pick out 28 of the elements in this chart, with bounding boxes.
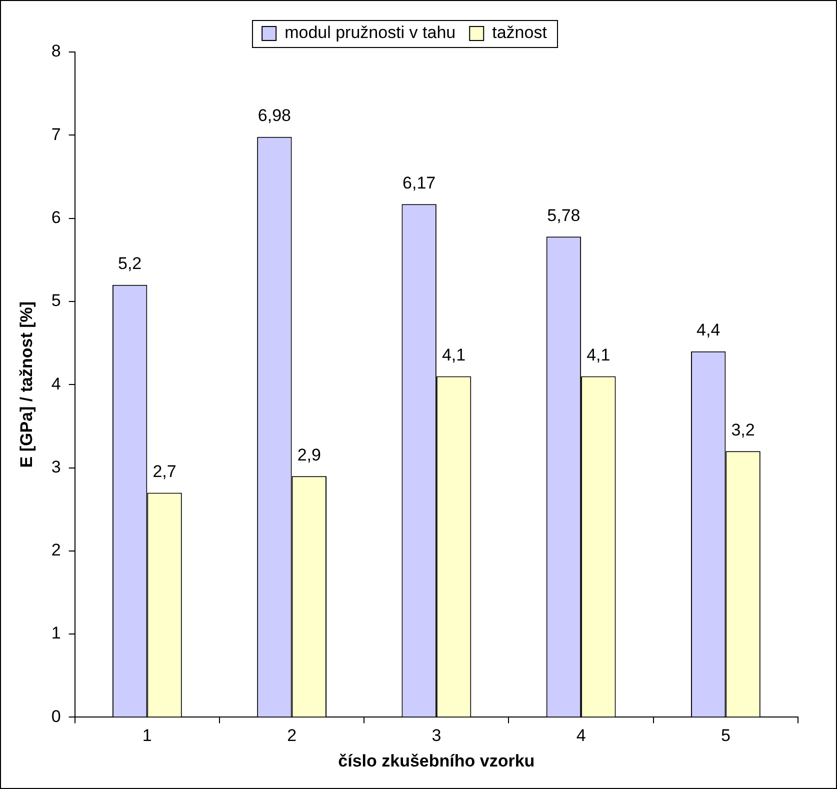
- y-tick-label: 8: [51, 42, 61, 61]
- y-tick-label: 2: [51, 540, 61, 560]
- x-axis-title: číslo zkušebního vzorku: [338, 751, 535, 770]
- data-label: 5,2: [118, 254, 142, 274]
- data-label: 4,1: [442, 345, 466, 364]
- x-tick-label: 3: [432, 726, 442, 746]
- data-label: 2,9: [297, 445, 321, 464]
- y-tick-label: 7: [51, 124, 61, 144]
- data-label: 4,1: [586, 345, 610, 364]
- data-label: 2,7: [152, 462, 176, 481]
- y-tick-label: 1: [51, 624, 61, 643]
- data-label: 6,98: [258, 106, 291, 125]
- x-tick-label: 4: [576, 726, 586, 746]
- y-tick-label: 4: [51, 374, 61, 394]
- y-axis-title: E [GPa] / tažnost [%]: [16, 301, 36, 468]
- x-tick-label: 1: [142, 726, 152, 746]
- data-label: 6,17: [402, 173, 436, 192]
- data-label: 4,4: [696, 320, 720, 340]
- y-tick-label: 3: [51, 457, 61, 476]
- data-label: 3,2: [731, 420, 755, 440]
- y-tick-label: 0: [51, 706, 61, 726]
- y-tick-label: 6: [51, 208, 61, 227]
- x-tick-label: 2: [287, 726, 297, 746]
- y-tick-label: 5: [51, 291, 61, 310]
- x-tick-label: 5: [720, 726, 730, 746]
- legend-label: tažnost: [492, 23, 548, 42]
- data-label: 5,78: [547, 206, 580, 225]
- legend-label: modul pružnosti v tahu: [284, 23, 456, 42]
